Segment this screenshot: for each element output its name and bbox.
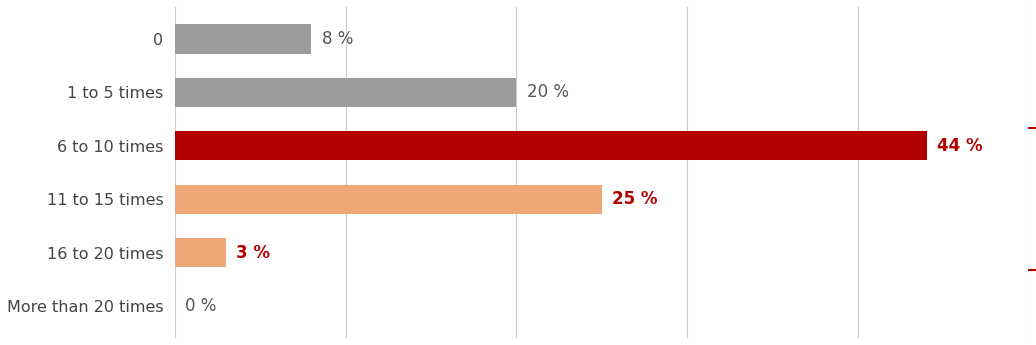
Bar (175, 24, 312, 54)
Text: 0 %: 0 % (185, 297, 217, 315)
Bar (175, 78, 516, 107)
Bar (175, 131, 926, 160)
Text: 8 %: 8 % (321, 30, 353, 48)
Bar (175, 238, 226, 267)
Bar (175, 185, 602, 214)
Text: 44 %: 44 % (937, 137, 982, 155)
Text: 25 %: 25 % (612, 190, 658, 208)
Text: 20 %: 20 % (526, 83, 569, 101)
Text: 3 %: 3 % (236, 244, 270, 262)
